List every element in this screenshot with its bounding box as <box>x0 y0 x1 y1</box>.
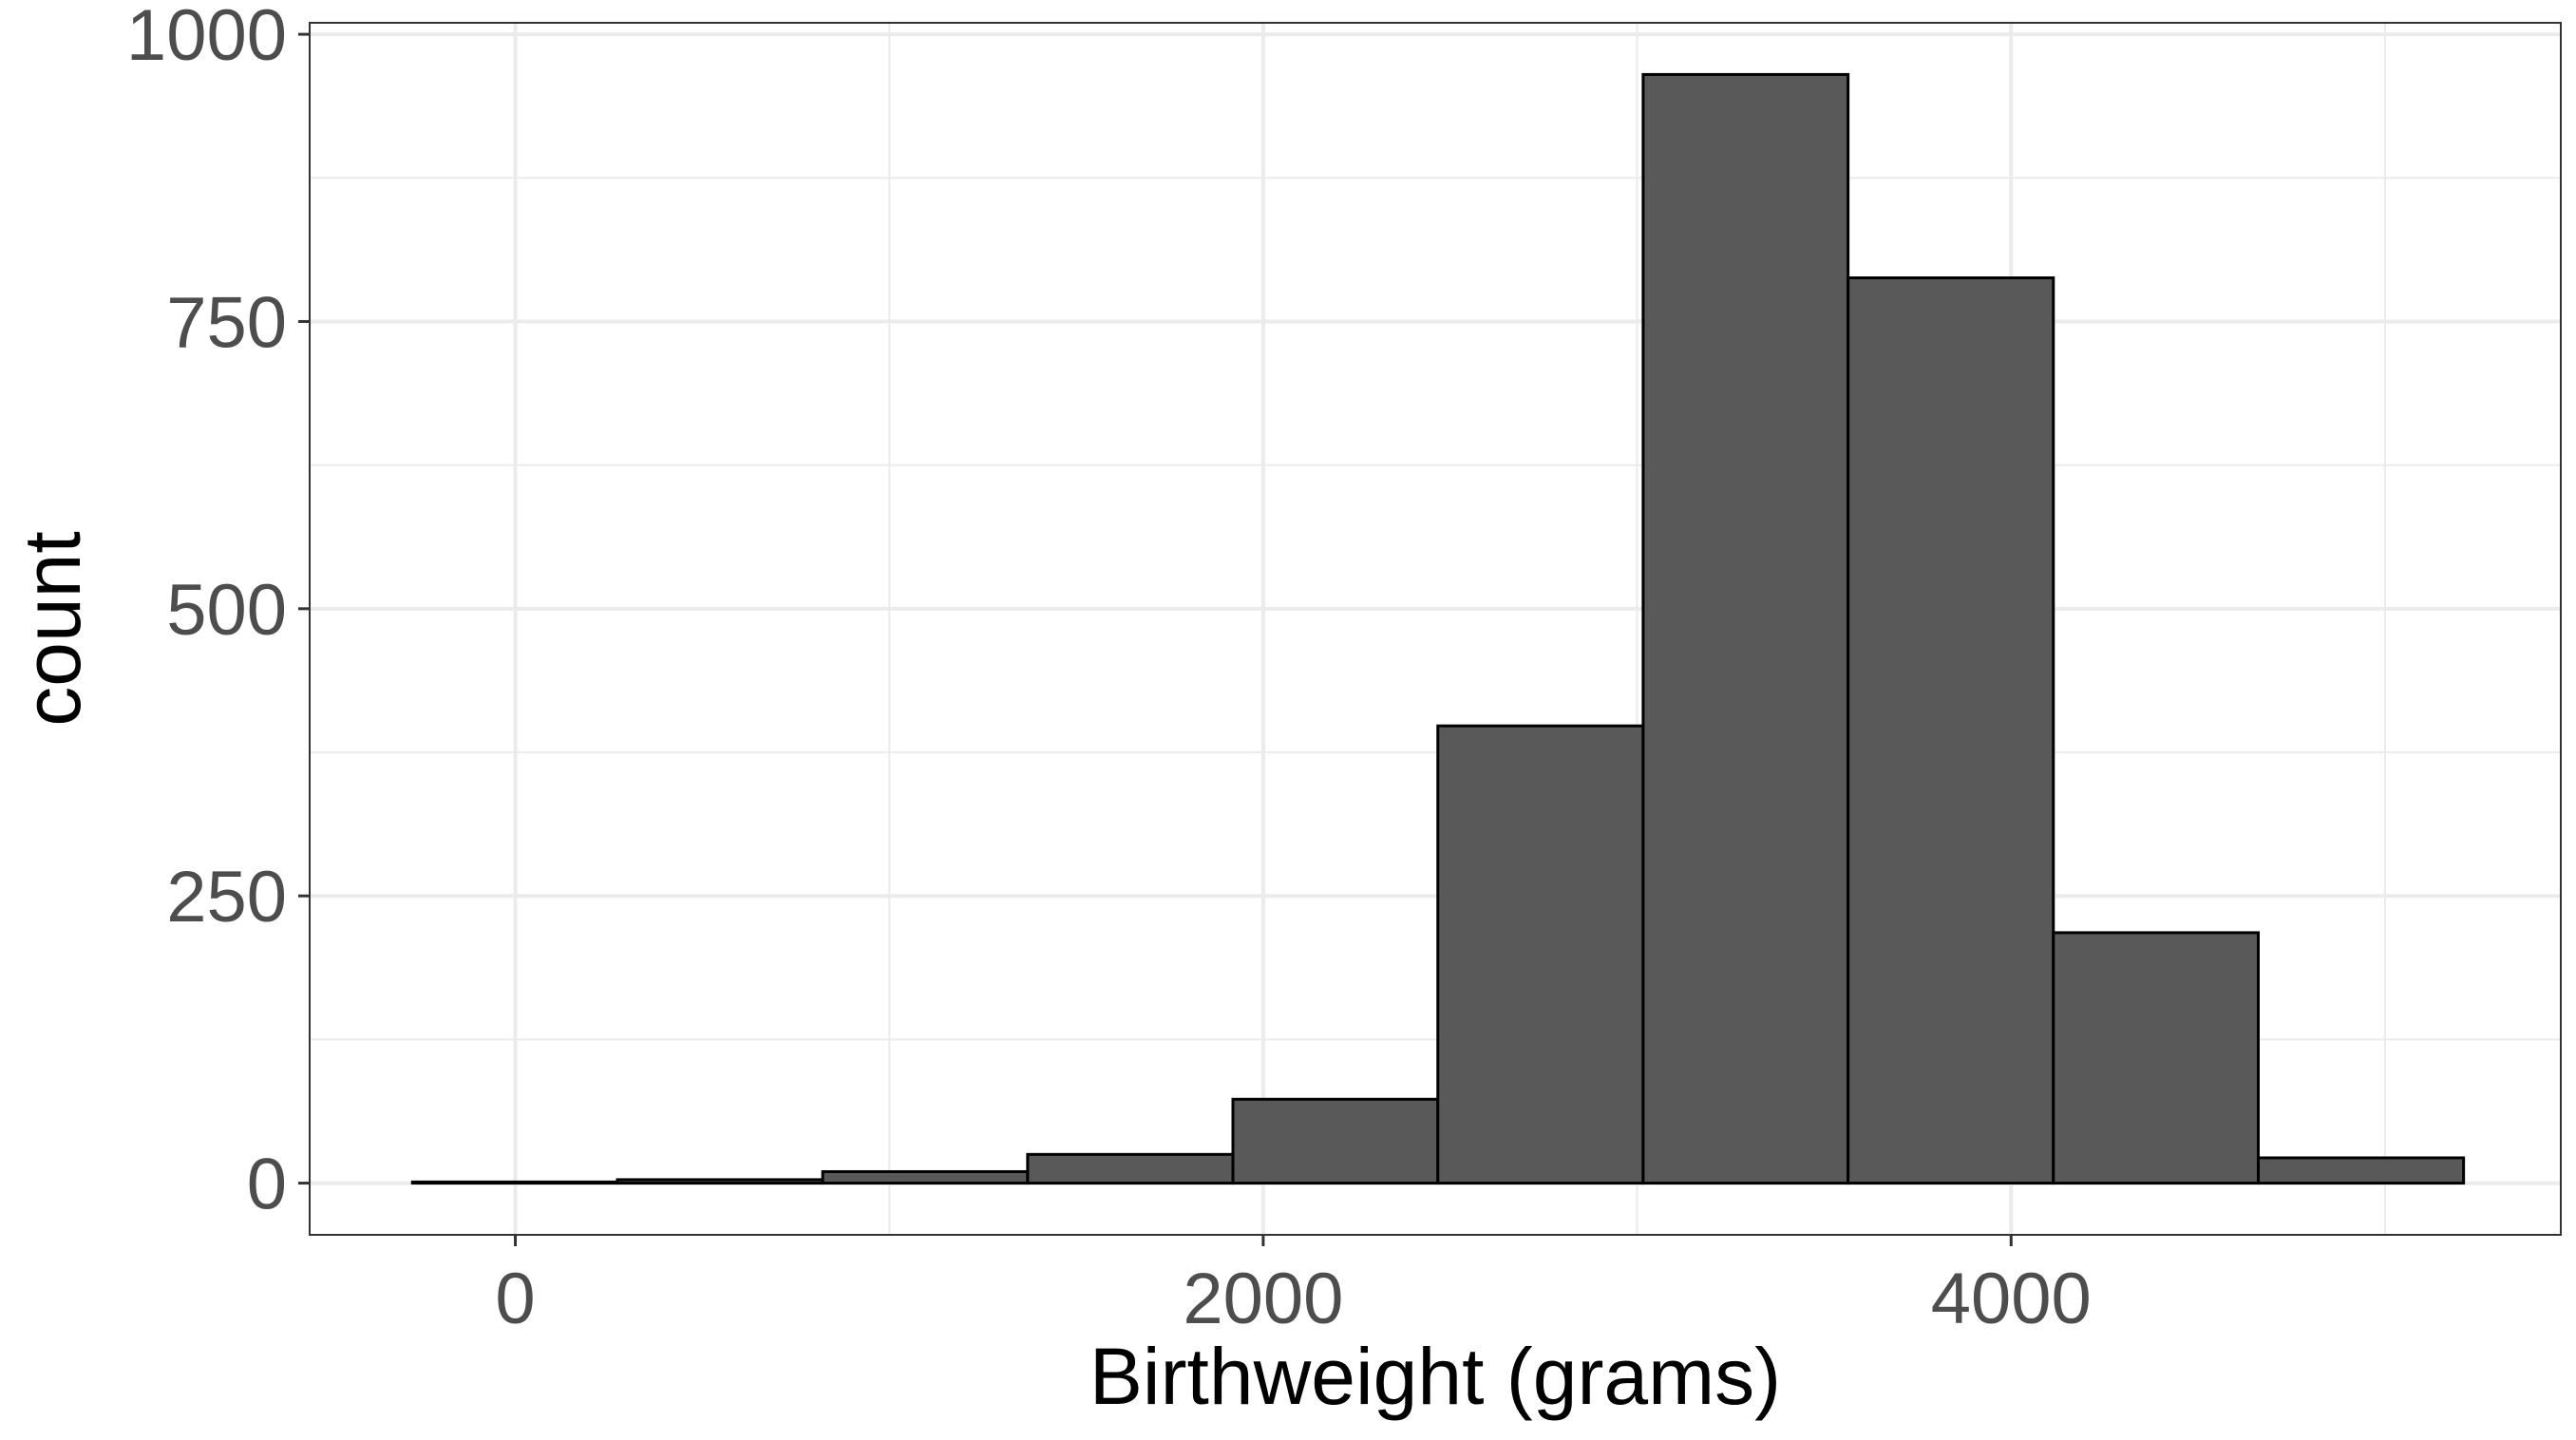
histogram-bar <box>1847 276 2055 1185</box>
histogram-bars <box>410 72 2466 1185</box>
x-tick-label: 4000 <box>1931 1259 2092 1339</box>
histogram-bar <box>1641 72 1850 1185</box>
y-tick-label: 250 <box>166 857 287 938</box>
histogram-bar <box>410 1180 619 1185</box>
histogram-bar <box>1026 1152 1235 1185</box>
x-tick-label: 0 <box>495 1259 535 1339</box>
histogram-bar <box>1231 1097 1440 1185</box>
histogram-bar <box>2257 1156 2466 1185</box>
y-axis-ticks: 0 250 500 750 1000 <box>126 0 310 1225</box>
y-tick-label: 1000 <box>126 0 287 76</box>
y-axis-title: count <box>8 531 97 727</box>
x-axis-title: Birthweight (grams) <box>1089 1332 1781 1421</box>
histogram-bar <box>616 1178 824 1185</box>
histogram-bar <box>821 1169 1030 1185</box>
x-axis-ticks: 0 2000 4000 <box>495 1235 2092 1339</box>
y-tick-label: 750 <box>166 282 287 363</box>
histogram-bar <box>1436 724 1645 1185</box>
y-tick-label: 0 <box>247 1145 287 1225</box>
x-tick-label: 2000 <box>1183 1259 1343 1339</box>
panel-border <box>309 22 2562 1236</box>
minor-gridlines <box>310 23 2561 1235</box>
y-tick-label: 500 <box>166 570 287 651</box>
histogram-bar <box>2052 931 2261 1185</box>
